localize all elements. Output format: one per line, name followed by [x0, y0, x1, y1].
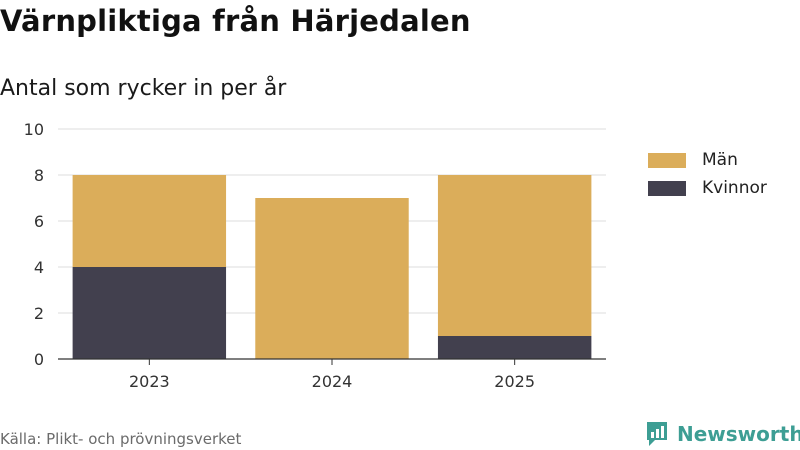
chart-title: Värnpliktiga från Härjedalen — [0, 4, 471, 38]
legend-swatch-man — [648, 152, 686, 168]
legend-item-man: Män — [648, 146, 767, 174]
bar-män-2023 — [72, 175, 227, 267]
x-tick-label-2024: 2024 — [312, 372, 353, 391]
bar-kvinnor-2025 — [437, 336, 592, 359]
chart-subtitle: Antal som rycker in per år — [0, 76, 287, 101]
legend: Män Kvinnor — [648, 146, 767, 202]
legend-item-kvinnor: Kvinnor — [648, 174, 767, 202]
y-tick-label-10: 10 — [24, 120, 44, 139]
axes: 0 2 4 6 8 10 2023 2024 2025 — [24, 120, 606, 391]
bar-män-2024 — [255, 198, 409, 359]
newsworthy-logo-icon — [647, 422, 667, 446]
brand-logo: Newsworthy — [645, 420, 800, 448]
y-tick-label-6: 6 — [34, 212, 44, 231]
y-tick-label-2: 2 — [34, 304, 44, 323]
y-tick-label-8: 8 — [34, 166, 44, 185]
y-tick-label-0: 0 — [34, 350, 44, 369]
brand-name: Newsworthy — [677, 422, 800, 446]
x-tick-label-2023: 2023 — [129, 372, 170, 391]
bar-kvinnor-2023 — [72, 267, 227, 359]
bars — [72, 175, 592, 359]
bar-män-2025 — [437, 175, 592, 336]
legend-label-man: Män — [702, 150, 738, 170]
source-note: Källa: Plikt- och prövningsverket — [0, 430, 242, 448]
legend-swatch-kvinnor — [648, 180, 686, 196]
y-tick-label-4: 4 — [34, 258, 44, 277]
x-tick-label-2025: 2025 — [494, 372, 535, 391]
legend-label-kvinnor: Kvinnor — [702, 178, 767, 198]
